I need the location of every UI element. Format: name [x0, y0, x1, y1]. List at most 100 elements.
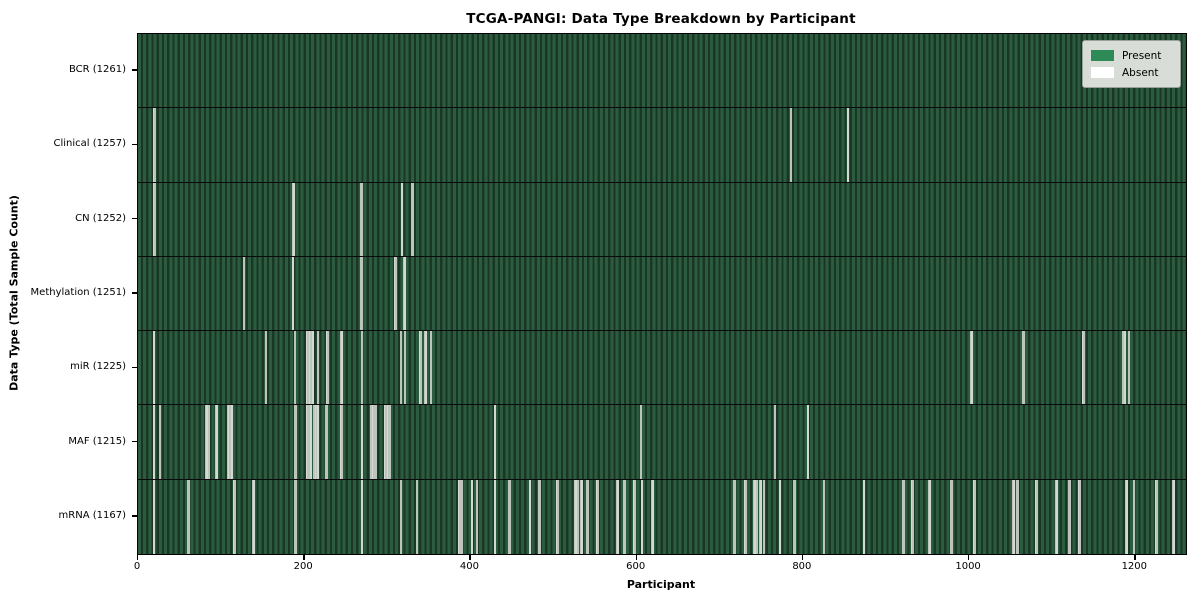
absent-mark	[494, 479, 497, 554]
x-tick-label-1200: 1200	[1121, 561, 1148, 572]
absent-mark	[753, 479, 756, 554]
absent-mark	[529, 479, 532, 554]
absent-mark	[292, 256, 295, 331]
absent-mark	[911, 479, 914, 554]
absent-mark	[509, 479, 512, 554]
heatmap-row-miR	[138, 331, 1186, 406]
absent-mark	[586, 479, 589, 554]
absent-mark	[403, 331, 406, 405]
x-tick-mark	[801, 555, 804, 560]
absent-mark	[187, 479, 190, 554]
absent-mark	[863, 479, 866, 554]
absent-mark	[374, 405, 377, 479]
absent-mark	[394, 256, 397, 331]
absent-mark	[234, 479, 237, 554]
y-tick-label-CN: CN (1252)	[75, 212, 126, 224]
heatmap-row-CN	[138, 182, 1186, 257]
absent-mark	[370, 405, 373, 479]
absent-mark	[416, 479, 419, 554]
absent-mark	[340, 405, 343, 479]
absent-mark	[793, 479, 796, 554]
y-tick-mark	[132, 292, 137, 294]
absent-mark	[384, 405, 387, 479]
x-tick-mark	[635, 555, 638, 560]
absent-mark	[205, 405, 208, 479]
x-tick-mark	[303, 555, 305, 560]
x-tick-mark	[137, 555, 139, 560]
absent-mark	[639, 405, 642, 479]
y-tick-mark	[132, 440, 137, 443]
absent-mark	[652, 479, 655, 554]
absent-mark	[340, 331, 343, 405]
y-tick-mark	[132, 218, 137, 220]
absent-mark	[360, 479, 363, 554]
x-tick-mark	[1134, 555, 1136, 560]
absent-mark	[1128, 331, 1131, 405]
absent-mark	[823, 479, 826, 554]
y-tick-mark	[132, 143, 137, 146]
x-tick-label-1000: 1000	[955, 561, 981, 572]
absent-mark	[970, 331, 973, 405]
absent-mark	[419, 331, 422, 405]
absent-mark	[252, 479, 255, 554]
x-tick-label-0: 0	[133, 561, 141, 572]
legend-label-absent: Absent	[1122, 66, 1159, 79]
absent-mark	[903, 479, 906, 554]
absent-mark	[207, 405, 210, 479]
absent-mark	[215, 405, 218, 479]
absent-mark	[1121, 331, 1124, 405]
absent-mark	[424, 331, 427, 405]
absent-mark	[1124, 331, 1127, 405]
absent-mark	[760, 479, 763, 554]
x-tick-mark	[469, 555, 471, 560]
absent-mark	[1056, 479, 1059, 554]
absent-mark	[633, 479, 636, 554]
absent-mark	[361, 331, 364, 405]
heatmap-row-Clinical	[138, 108, 1186, 183]
legend-label-present: Present	[1122, 49, 1162, 62]
absent-mark	[596, 479, 599, 554]
absent-mark	[400, 331, 403, 405]
absent-mark	[360, 256, 363, 331]
absent-mark	[401, 182, 404, 256]
absent-mark	[577, 479, 580, 554]
absent-mark	[1082, 331, 1085, 405]
heatmap-row-MAF	[138, 405, 1186, 480]
x-tick-label-600: 600	[626, 561, 646, 572]
absent-mark	[1078, 479, 1081, 554]
absent-mark	[539, 479, 542, 554]
absent-mark	[556, 479, 559, 554]
heatmap-row-mRNA	[138, 479, 1186, 554]
y-tick-mark	[132, 515, 137, 517]
absent-mark	[159, 405, 162, 479]
absent-mark	[846, 108, 849, 182]
absent-mark	[152, 331, 155, 405]
absent-mark	[476, 479, 479, 554]
absent-mark	[973, 479, 976, 554]
absent-mark	[758, 479, 761, 554]
absent-mark	[779, 479, 782, 554]
absent-mark	[153, 108, 156, 182]
absent-mark	[762, 479, 765, 554]
heatmap-row-BCR	[138, 34, 1186, 109]
x-tick-mark	[968, 555, 970, 560]
absent-mark	[293, 182, 296, 256]
heatmap-row-Methylation	[138, 256, 1186, 332]
absent-mark	[616, 479, 619, 554]
absent-mark	[458, 479, 461, 554]
absent-mark	[1172, 479, 1175, 554]
legend-entry-present: Present	[1091, 47, 1172, 64]
x-tick-label-200: 200	[293, 561, 313, 572]
absent-mark	[306, 405, 309, 479]
absent-mark	[1133, 479, 1136, 554]
legend-entry-absent: Absent	[1091, 64, 1172, 81]
x-axis-title: Participant	[626, 578, 696, 591]
absent-mark	[574, 479, 577, 554]
absent-mark	[152, 479, 155, 554]
absent-mark	[461, 479, 464, 554]
absent-mark	[294, 331, 297, 405]
y-tick-label-BCR: BCR (1261)	[68, 64, 126, 76]
absent-mark	[929, 479, 932, 554]
absent-swatch	[1091, 67, 1114, 78]
